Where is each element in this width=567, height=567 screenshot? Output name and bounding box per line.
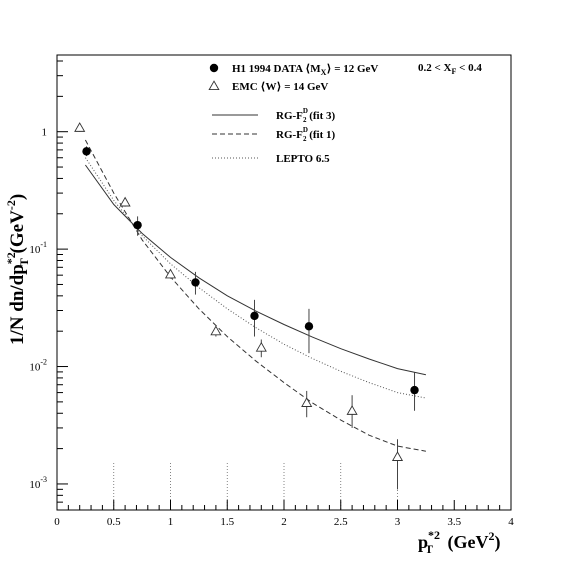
x-axis-title: p*2 T (GeV2) — [418, 528, 501, 556]
gridlines — [113, 463, 398, 510]
emc-data-point — [346, 405, 358, 415]
y-tick-label: 10-2 — [29, 358, 47, 374]
plot-frame — [56, 54, 512, 511]
x-tick-label: 4 — [508, 516, 514, 528]
emc-data-point — [74, 122, 86, 132]
x-tick-label: 2.5 — [334, 516, 348, 528]
curve-dashed — [84, 139, 426, 452]
y-tick-label: 1 — [42, 127, 48, 139]
x-tick-label: 0.5 — [107, 516, 121, 528]
x-tick-label: 3.5 — [447, 516, 461, 528]
model-curves — [84, 139, 427, 452]
curve-dotted — [84, 157, 426, 399]
h1-data-point — [250, 311, 259, 321]
h1-data-point — [191, 278, 200, 287]
h1-data-point — [304, 322, 314, 331]
legend-emc-marker — [208, 80, 220, 91]
legend-label: EMC ⟨W⟩ = 14 GeV — [232, 81, 328, 93]
h1-data-point — [82, 147, 91, 156]
emc-data-point — [119, 196, 131, 207]
legend: H1 1994 DATA ⟨MX⟩ = 12 GeV EMC ⟨W⟩ = 14 G… — [208, 63, 378, 165]
legend-label: LEPTO 6.5 — [276, 153, 330, 165]
legend-h1-marker — [209, 63, 219, 73]
emc-data-point — [301, 397, 313, 407]
x-tick-label: 1 — [168, 516, 174, 528]
h1-data-point — [133, 220, 142, 230]
emc-data-point — [164, 268, 177, 279]
x-axis: 0 0.5 1 1.5 2 2.5 3 3.5 4 — [54, 500, 514, 528]
x-tick-label: 3 — [395, 516, 401, 528]
h1-data-point — [410, 385, 419, 395]
legend-label: RG-FD 2 (fit 3) — [276, 107, 335, 124]
y-tick-label: 10-1 — [29, 240, 47, 256]
emc-data-point — [391, 451, 404, 461]
x-tick-label: 1.5 — [220, 516, 234, 528]
legend-label: RG-FD 2 (fit 1) — [276, 126, 335, 143]
y-axis: 1 10-1 10-2 10-3 — [29, 60, 68, 511]
data-points — [74, 122, 419, 490]
legend-label: H1 1994 DATA ⟨MX⟩ = 12 GeV — [232, 63, 378, 77]
x-tick-label: 0 — [54, 516, 60, 528]
curve-solid — [84, 164, 427, 376]
y-axis-title: 1/N dn/dp*2T (GeV-2) — [4, 194, 31, 345]
emc-data-point — [210, 325, 222, 336]
emc-data-point — [255, 341, 267, 352]
y-tick-label: 10-3 — [29, 475, 47, 491]
x-tick-label: 2 — [281, 516, 287, 528]
xf-range-annotation: 0.2 < XF < 0.4 — [418, 62, 482, 76]
